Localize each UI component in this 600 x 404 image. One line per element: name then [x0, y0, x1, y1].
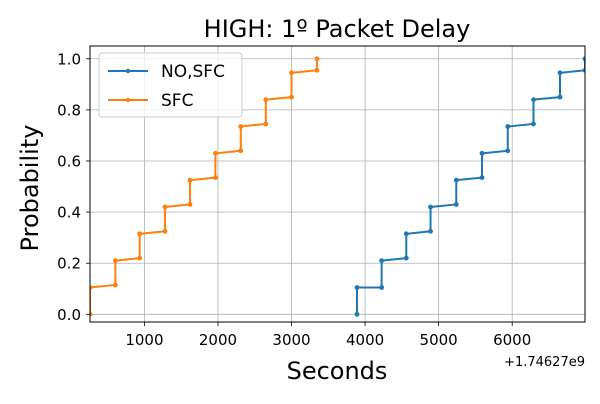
- y-tick-label: 0.0: [57, 306, 81, 324]
- y-tick-label: 1.0: [57, 50, 81, 68]
- axis-ticks: 1000 2000 3000 4000 5000 6000 0.0 0.2 0.4 0.6 0.8 1…: [57, 50, 531, 349]
- data-point-no-sfc: [403, 255, 409, 261]
- y-tick-label: 0.4: [57, 204, 81, 222]
- legend-label-no-sfc: NO,SFC: [161, 62, 225, 82]
- data-point-sfc: [187, 177, 193, 183]
- data-point-no-sfc: [582, 56, 585, 62]
- data-point-sfc: [112, 282, 118, 288]
- x-tick-label: 4000: [346, 331, 384, 349]
- data-point-sfc: [213, 175, 218, 181]
- data-point-sfc: [137, 231, 143, 237]
- data-point-no-sfc: [354, 285, 360, 290]
- series-line-sfc: [90, 58, 318, 315]
- legend-marker-no-sfc: [125, 68, 131, 74]
- data-point-sfc: [90, 311, 93, 317]
- y-tick-label: 0.8: [57, 101, 81, 119]
- x-tick-label: 5000: [420, 331, 458, 349]
- y-tick-label: 0.2: [57, 255, 81, 273]
- data-point-no-sfc: [505, 148, 511, 154]
- x-tick-label: 6000: [493, 331, 531, 349]
- data-point-sfc: [90, 285, 93, 290]
- data-point-sfc: [314, 56, 320, 62]
- legend-entry-no-sfc: NO,SFC: [108, 62, 225, 82]
- x-tick-label: 3000: [272, 331, 310, 349]
- x-tick-label: 1000: [125, 331, 163, 349]
- data-point-no-sfc: [354, 311, 360, 317]
- data-point-no-sfc: [531, 121, 536, 127]
- series-no-sfc: [354, 56, 585, 317]
- data-point-no-sfc: [505, 124, 511, 129]
- data-point-sfc: [263, 97, 269, 103]
- data-point-sfc: [162, 228, 168, 234]
- data-point-sfc: [213, 150, 218, 156]
- x-axis-offset-label: +1.74627e9: [504, 355, 585, 370]
- data-point-no-sfc: [453, 177, 459, 183]
- data-point-sfc: [137, 255, 143, 261]
- x-axis-label: Seconds: [287, 357, 388, 385]
- legend: NO,SFC SFC: [98, 52, 243, 118]
- data-point-no-sfc: [582, 67, 585, 73]
- data-point-no-sfc: [453, 202, 459, 207]
- data-point-sfc: [238, 124, 244, 129]
- y-axis-label: Probability: [16, 125, 44, 252]
- data-point-no-sfc: [379, 285, 385, 290]
- data-point-no-sfc: [428, 228, 433, 234]
- legend-marker-sfc: [125, 97, 131, 103]
- series-layer: [90, 56, 585, 317]
- data-point-sfc: [187, 202, 193, 207]
- data-point-sfc: [289, 94, 294, 100]
- series-sfc: [90, 56, 320, 317]
- data-point-no-sfc: [531, 97, 536, 103]
- data-point-sfc: [162, 204, 168, 210]
- legend-entry-sfc: SFC: [108, 91, 193, 111]
- data-point-no-sfc: [428, 204, 433, 210]
- plot-frame: [89, 45, 586, 323]
- legend-label-sfc: SFC: [161, 91, 193, 111]
- data-point-no-sfc: [479, 150, 485, 156]
- y-tick-label: 0.6: [57, 153, 81, 171]
- data-point-sfc: [238, 148, 244, 154]
- series-line-no-sfc: [355, 58, 585, 315]
- data-point-sfc: [289, 70, 294, 76]
- data-point-sfc: [112, 258, 118, 264]
- data-point-no-sfc: [479, 175, 485, 181]
- data-point-no-sfc: [557, 94, 563, 100]
- data-point-no-sfc: [379, 258, 385, 264]
- data-point-sfc: [263, 121, 269, 127]
- data-point-no-sfc: [557, 70, 563, 76]
- x-tick-label: 2000: [199, 331, 237, 349]
- chart-title: HIGH: 1º Packet Delay: [204, 15, 471, 43]
- data-point-sfc: [314, 67, 320, 73]
- data-point-no-sfc: [403, 231, 409, 237]
